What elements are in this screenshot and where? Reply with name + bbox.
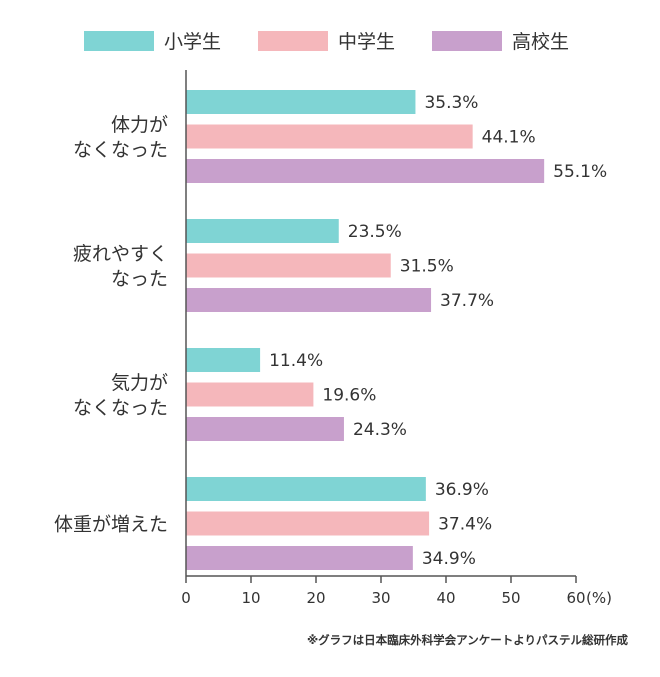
legend-swatch-3	[432, 31, 502, 51]
bar-1-2	[186, 124, 473, 149]
value-label-4-2: 37.4%	[438, 515, 492, 535]
bar-3-3	[186, 417, 344, 441]
legend: 小学生 中学生 高校生	[84, 31, 569, 53]
category-label-2-line-1: 疲れやすく	[73, 243, 168, 265]
x-tick-label-20: 20	[306, 589, 325, 607]
value-label-3-1: 11.4%	[269, 351, 323, 371]
category-label-3-line-1: 気力が	[111, 372, 168, 394]
bar-3-1	[186, 348, 261, 372]
bar-2-2	[186, 253, 391, 278]
category-label-1-line-1: 体力が	[111, 114, 168, 136]
x-axis-unit: (%)	[586, 589, 612, 607]
bar-4-1	[186, 477, 426, 501]
category-label-1-line-2: なくなった	[73, 139, 168, 161]
legend-label-1: 小学生	[164, 31, 221, 53]
bar-2-3	[186, 288, 432, 312]
value-label-4-3: 34.9%	[422, 549, 476, 569]
bar-2-1	[186, 219, 339, 243]
value-label-4-1: 36.9%	[435, 480, 489, 500]
x-tick-label-60: 60	[566, 589, 585, 607]
x-axis: 0 10 20 30 40 50 60 (%)	[181, 70, 612, 607]
value-label-2-1: 23.5%	[348, 222, 402, 242]
value-label-1-1: 35.3%	[424, 93, 478, 113]
bar-3-2	[186, 382, 314, 407]
bar-1-1	[186, 90, 416, 114]
category-label-4: 体重が増えた	[54, 514, 168, 536]
value-label-1-2: 44.1%	[482, 128, 536, 148]
value-label-1-3: 55.1%	[553, 162, 607, 182]
value-labels-group: 35.3%44.1% 55.1% 23.5% 31.5% 37.7% 11.4% 19.6%…	[269, 93, 607, 569]
bar-4-2	[186, 511, 430, 536]
value-label-2-2: 31.5%	[400, 257, 454, 277]
bar-1-3	[186, 159, 545, 183]
bar-4-3	[186, 546, 413, 570]
x-tick-label-30: 30	[371, 589, 390, 607]
legend-label-2: 中学生	[338, 31, 395, 53]
legend-swatch-1	[84, 31, 154, 51]
legend-label-3: 高校生	[512, 31, 569, 53]
x-tick-label-40: 40	[436, 589, 455, 607]
x-tick-label-10: 10	[241, 589, 260, 607]
value-label-2-3: 37.7%	[440, 291, 494, 311]
source-note: ※グラフは日本臨床外科学会アンケートよりパステル総研作成	[307, 633, 628, 647]
value-label-3-2: 19.6%	[322, 386, 376, 406]
category-label-2-line-2: なった	[111, 268, 168, 290]
x-tick-label-0: 0	[181, 589, 191, 607]
value-label-3-3: 24.3%	[353, 420, 407, 440]
legend-swatch-2	[258, 31, 328, 51]
category-label-3-line-2: なくなった	[73, 397, 168, 419]
bars-group	[186, 90, 545, 570]
x-tick-label-50: 50	[501, 589, 520, 607]
